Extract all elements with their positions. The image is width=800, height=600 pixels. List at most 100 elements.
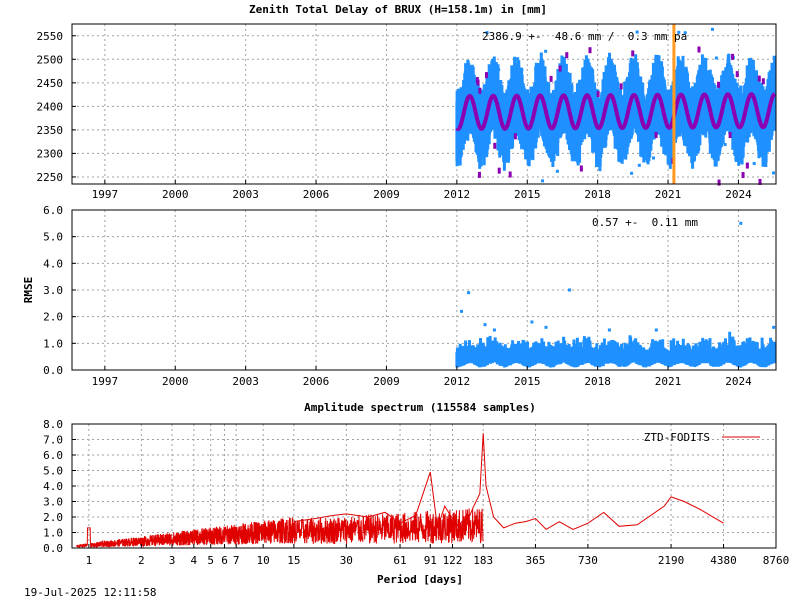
ztd-model-marker [728,132,732,139]
spectrum-ytick-label: 5.0 [43,465,63,478]
ztd-xtick-label: 2003 [232,188,259,201]
ztd-outlier [682,70,686,74]
ztd-xtick-label: 2018 [584,188,611,201]
spectrum-xlabel: Period [days] [377,573,463,586]
ztd-outlier [514,129,518,133]
ztd-plot-frame [71,23,777,185]
ztd-model-marker [717,179,721,186]
rmse-outlier [530,320,534,324]
ztd-outlier [772,55,776,59]
ztd-model-marker [497,167,501,174]
ztd-model-marker [549,75,553,82]
ztd-model-marker [758,178,762,185]
timestamp: 19-Jul-2025 12:11:58 [24,586,156,599]
rmse-annotation: 0.57 +- 0.11 mm [592,216,698,229]
ztd-outlier [639,90,643,94]
rmse-outlier [460,309,464,313]
spectrum-xtick-label: 5 [207,554,214,567]
spectrum-xtick-label: 7 [233,554,240,567]
spectrum-xtick-label: 30 [340,554,353,567]
ztd-ytick-label: 2400 [37,100,64,113]
rmse-ytick-label: 0.0 [43,364,63,377]
spectrum-ytick-label: 4.0 [43,480,63,493]
rmse-ytick-label: 5.0 [43,231,63,244]
ztd-ytick-label: 2250 [37,171,64,184]
rmse-outlier [467,291,471,295]
ztd-model-marker [731,53,735,60]
spectrum-series-line [293,433,724,534]
spectrum-xtick-label: 10 [257,554,270,567]
ztd-model-marker [741,172,745,179]
ztd-outlier [485,31,489,35]
spectrum-xtick-label: 4380 [710,554,737,567]
spectrum-xtick-label: 61 [393,554,406,567]
ztd-outlier [507,88,511,92]
rmse-xtick-label: 2006 [303,375,330,388]
ztd-outlier [752,74,756,78]
ztd-ytick-label: 2500 [37,53,64,66]
spectrum-xtick-label: 4 [191,554,198,567]
ztd-model-marker [565,52,569,59]
spectrum-xtick-label: 6 [221,554,228,567]
ztd-model-marker [579,165,583,172]
rmse-xtick-label: 2015 [514,375,541,388]
spectrum-xtick-label: 8760 [763,554,790,567]
ztd-model-marker [745,162,749,169]
rmse-outlier [544,325,548,329]
spectrum-ytick-label: 1.0 [43,527,63,540]
ztd-xtick-label: 2021 [655,188,682,201]
ztd-model-marker [596,91,600,98]
ztd-model-marker [478,87,482,94]
ztd-outlier [520,68,524,72]
rmse-outlier [607,328,611,332]
spectrum-xtick-label: 365 [526,554,546,567]
rmse-ytick-label: 3.0 [43,284,63,297]
spectrum-xtick-label: 91 [424,554,437,567]
ztd-outlier [637,163,641,167]
ztd-xtick-label: 2006 [303,188,330,201]
rmse-ytick-label: 6.0 [43,204,63,217]
spectrum-xtick-label: 183 [473,554,493,567]
ztd-outlier [714,56,718,60]
ztd-outlier [710,27,714,31]
rmse-ylabel: RMSE [22,277,35,304]
ztd-outlier [544,49,548,53]
ztd-outlier [683,31,687,35]
ztd-model-marker [558,65,562,72]
ztd-outlier [618,155,622,159]
ztd-outlier [640,153,644,157]
spectrum-ytick-label: 0.0 [43,542,63,555]
rmse-ytick-label: 2.0 [43,311,63,324]
ztd-outlier [718,83,722,87]
ztd-xtick-label: 2009 [373,188,400,201]
ztd-outlier [651,156,655,160]
ztd-model-marker [477,171,481,178]
ztd-xtick-label: 1997 [92,188,119,201]
ztd-xtick-label: 2000 [162,188,189,201]
rmse-xtick-label: 2021 [655,375,682,388]
ztd-model-marker [508,171,512,178]
spectrum-xtick-label: 122 [443,554,463,567]
ztd-model-marker [493,142,497,149]
ztd-model-marker [757,75,761,82]
ztd-model-marker [735,71,739,78]
spectrum-ytick-label: 2.0 [43,511,63,524]
ztd-model-curve [455,92,776,131]
spectrum-ytick-label: 3.0 [43,496,63,509]
spectrum-xtick-label: 2 [138,554,145,567]
ztd-outlier [701,107,705,111]
ztd-outlier [541,179,545,183]
ztd-outlier [498,144,502,148]
ztd-outlier [497,68,501,72]
ztd-panel: Zenith Total Delay of BRUX (H=158.1m) in… [37,3,777,201]
ztd-outlier [630,171,634,175]
rmse-xtick-label: 2024 [725,375,752,388]
spectrum-ytick-label: 8.0 [43,418,63,431]
ztd-outlier [635,30,639,34]
ztd-ytick-label: 2450 [37,77,64,90]
rmse-xtick-label: 2003 [232,375,259,388]
spectrum-mid-line [293,508,484,545]
ztd-model-marker [588,47,592,54]
rmse-ytick-label: 1.0 [43,337,63,350]
spectrum-xtick-label: 730 [578,554,598,567]
